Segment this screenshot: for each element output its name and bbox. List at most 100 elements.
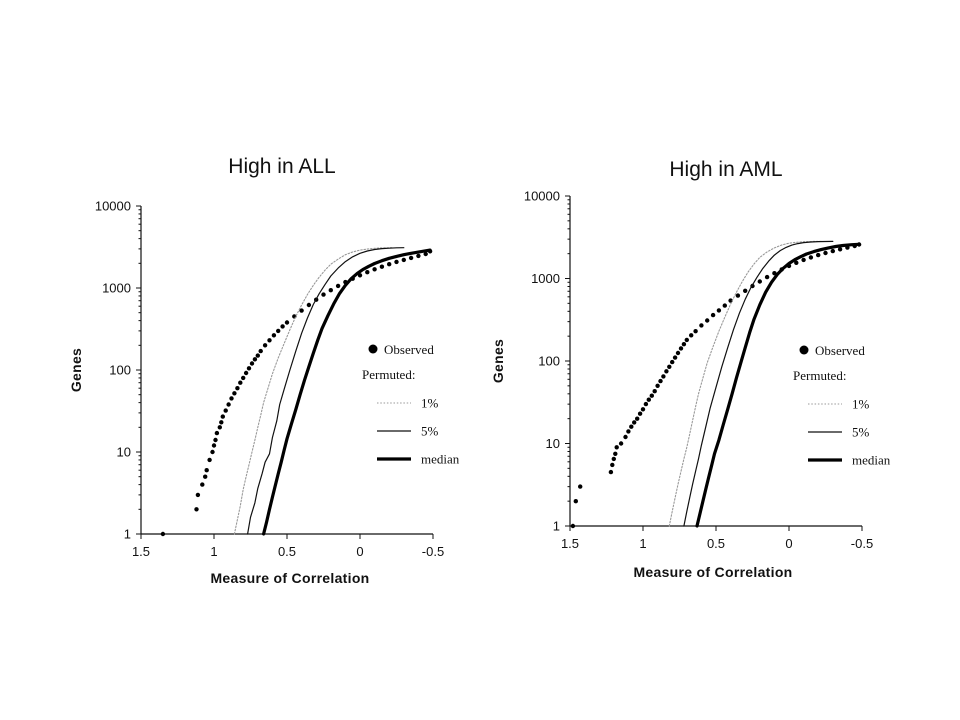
- y-tick-label: 10000: [524, 189, 560, 204]
- series-observed: [160, 249, 433, 537]
- x-tick-label: 0: [356, 544, 363, 559]
- y-tick-label: 100: [538, 354, 560, 369]
- observed-point: [608, 469, 614, 475]
- legend-entry-label: median: [421, 452, 460, 467]
- observed-point: [223, 408, 228, 413]
- observed-point: [658, 378, 663, 384]
- observed-point: [219, 420, 224, 425]
- observed-point: [757, 279, 762, 284]
- observed-point: [670, 359, 675, 365]
- observed-point: [160, 531, 166, 537]
- observed-point: [735, 293, 741, 298]
- y-tick-label: 1000: [102, 281, 131, 296]
- series-line-5pct: [683, 240, 834, 527]
- observed-point: [394, 259, 399, 265]
- observed-point: [246, 366, 252, 371]
- observed-point: [203, 474, 208, 479]
- observed-point: [716, 308, 722, 313]
- x-tick-label: 1: [639, 536, 646, 551]
- observed-point: [299, 308, 304, 313]
- observed-point: [408, 255, 414, 261]
- y-tick-label: 1000: [531, 271, 560, 286]
- observed-point: [267, 338, 272, 343]
- observed-point: [195, 492, 201, 498]
- observed-point: [743, 288, 748, 293]
- y-tick-label: 1: [124, 527, 131, 542]
- observed-point: [637, 411, 643, 416]
- observed-point: [306, 302, 312, 308]
- observed-point: [610, 462, 615, 468]
- observed-point: [635, 416, 640, 421]
- observed-point: [613, 451, 618, 456]
- observed-point: [229, 396, 234, 401]
- series-line-median: [262, 248, 432, 536]
- observed-point: [194, 507, 199, 512]
- observed-point: [238, 380, 243, 385]
- legend-entry-label: 1%: [421, 396, 439, 411]
- observed-point: [618, 441, 624, 446]
- legend: Observed Permuted: 1% 5% median: [793, 343, 891, 468]
- observed-point: [689, 333, 694, 338]
- legend-observed-label: Observed: [815, 343, 865, 358]
- observed-point: [401, 257, 406, 263]
- observed-point: [614, 445, 619, 450]
- observed-point: [258, 348, 263, 354]
- observed-point: [232, 391, 237, 396]
- legend-permuted-label: Permuted:: [362, 367, 415, 382]
- observed-point: [379, 264, 385, 269]
- x-tick-label: -0.5: [422, 544, 444, 559]
- observed-point: [387, 262, 392, 267]
- observed-point: [640, 407, 646, 412]
- observed-point: [629, 424, 634, 429]
- observed-point: [280, 324, 285, 329]
- observed-point: [255, 353, 260, 358]
- observed-point: [211, 443, 217, 448]
- y-tick-label: 10: [117, 445, 131, 460]
- observed-point: [249, 361, 255, 366]
- observed-point: [423, 251, 428, 257]
- observed-point: [667, 364, 672, 369]
- x-tick-label: 0.5: [707, 536, 725, 551]
- observed-point: [200, 482, 205, 487]
- observed-point: [570, 523, 576, 529]
- observed-point: [722, 303, 727, 308]
- observed-point: [672, 355, 678, 360]
- observed-point: [646, 397, 651, 402]
- x-tick-label: 0: [785, 536, 792, 551]
- legend-observed-label: Observed: [384, 342, 434, 357]
- observed-point: [632, 420, 637, 425]
- y-axis-title: Genes: [68, 348, 84, 392]
- y-tick-label: 10000: [95, 199, 131, 214]
- observed-point: [276, 328, 281, 334]
- observed-point: [649, 393, 654, 398]
- observed-point: [252, 357, 258, 362]
- observed-point: [204, 468, 209, 473]
- observed-point: [372, 267, 377, 272]
- observed-point: [675, 350, 681, 356]
- series-line-1pct: [233, 247, 393, 535]
- x-tick-label: 1.5: [132, 544, 150, 559]
- observed-point: [573, 499, 578, 504]
- series-line-1pct: [668, 240, 822, 527]
- x-tick-label: 0.5: [278, 544, 296, 559]
- observed-point: [217, 425, 222, 430]
- legend-entry-label: 5%: [852, 425, 870, 440]
- observed-point: [623, 434, 628, 440]
- observed-point: [226, 402, 231, 407]
- observed-point: [578, 484, 583, 489]
- observed-point: [210, 449, 215, 455]
- observed-point: [328, 288, 333, 293]
- legend-entry-label: 5%: [421, 424, 439, 439]
- legend-entry-label: 1%: [852, 397, 870, 412]
- observed-point: [207, 457, 212, 463]
- observed-point: [220, 414, 225, 419]
- observed-point: [365, 270, 370, 275]
- y-tick-label: 10: [546, 436, 560, 451]
- observed-point: [728, 298, 733, 303]
- observed-point: [801, 257, 806, 263]
- observed-point: [335, 283, 341, 289]
- observed-point: [794, 260, 799, 265]
